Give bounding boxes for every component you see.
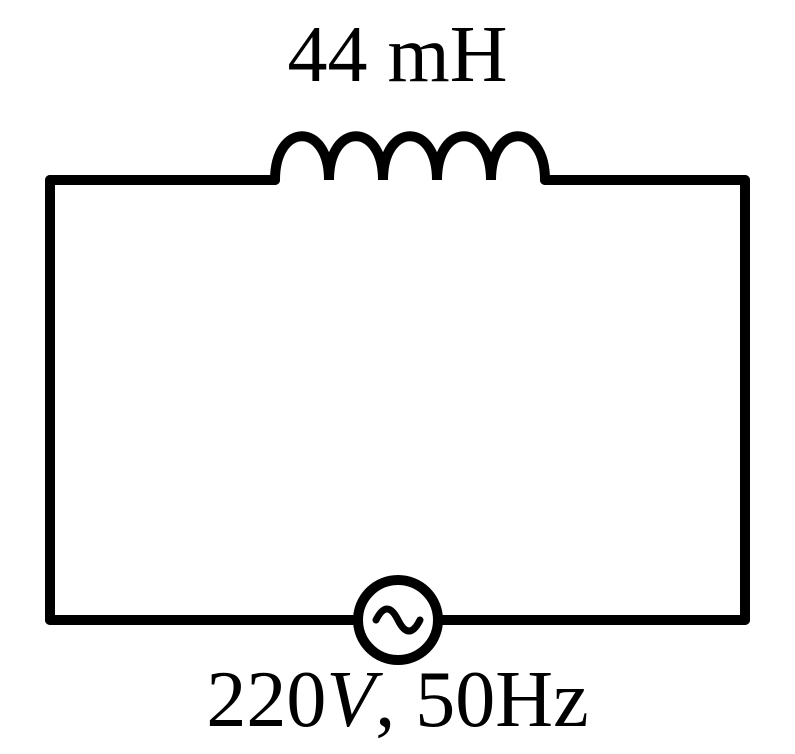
circuit-diagram [0, 0, 795, 754]
frequency-unit: Hz [495, 656, 588, 744]
source-label: 220V, 50Hz [206, 655, 588, 746]
voltage-value: 220 [206, 656, 326, 744]
label-comma: , [375, 656, 415, 744]
frequency-value: 50 [415, 656, 495, 744]
voltage-unit: V [326, 656, 375, 744]
